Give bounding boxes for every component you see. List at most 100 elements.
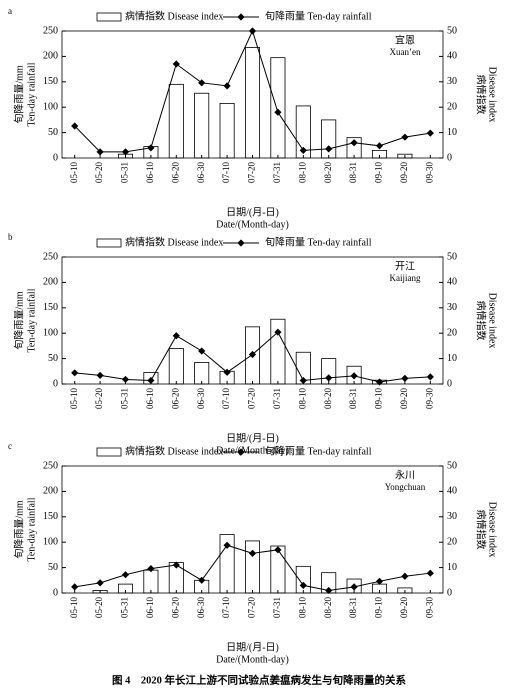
y2-tick-label: 20 (447, 536, 457, 547)
rainfall-marker (121, 571, 130, 579)
y2-tick-label: 0 (447, 587, 452, 598)
location: 宜恩 (395, 33, 415, 46)
x-axis-label-en: Date/(Month-day) (216, 445, 289, 456)
x-tick-label: 05-20 (94, 388, 104, 409)
y2-tick-label: 50 (447, 25, 457, 36)
legend-swatch (96, 238, 122, 248)
y-axis-label: 旬降雨量/mm (12, 291, 25, 350)
bar (143, 569, 159, 594)
x-tick-label: 07-10 (221, 162, 231, 183)
rainfall-marker (401, 374, 409, 383)
rainfall-marker (426, 129, 434, 137)
location-en: Xuan’en (390, 47, 421, 57)
x-tick-label: 07-20 (247, 162, 257, 183)
x-tick-label: 05-10 (69, 162, 79, 183)
legend-label: 旬降雨量 Ten-day rainfall (265, 9, 372, 22)
rainfall-marker (274, 546, 282, 554)
x-tick-label: 05-31 (120, 597, 130, 618)
rainfall-marker (350, 372, 358, 380)
y2-tick-label: 30 (447, 302, 457, 313)
rainfall-marker (375, 577, 384, 585)
rainfall-marker (325, 374, 333, 382)
y-tick-label: 100 (43, 327, 58, 338)
y-tick-label: 200 (43, 486, 58, 497)
bar (244, 47, 261, 159)
rainfall-marker (198, 79, 206, 87)
rainfall-marker (426, 569, 434, 577)
rainfall-marker (147, 376, 155, 385)
location-en: Yongchuan (385, 482, 426, 492)
y-axis-label: 旬降雨量/mm (12, 500, 25, 559)
bar (194, 362, 210, 385)
x-tick-label: 08-31 (348, 388, 358, 409)
x-axis-label: 日期/(月-日) (226, 641, 279, 653)
y-tick-label: 100 (43, 101, 58, 112)
x-tick-label: 09-30 (424, 388, 434, 409)
legend-marker (237, 13, 245, 21)
x-tick-label: 07-31 (272, 162, 282, 183)
legend-marker (237, 448, 245, 456)
x-tick-label: 06-20 (170, 597, 180, 618)
x-tick-label: 09-10 (374, 388, 384, 409)
x-tick-label: 05-20 (94, 597, 104, 618)
location: 永川 (395, 468, 415, 481)
y-tick-label: 200 (43, 51, 58, 62)
y2-tick-label: 40 (447, 51, 457, 62)
x-tick-label: 08-20 (323, 388, 333, 409)
y2-tick-label: 30 (447, 511, 457, 522)
x-tick-label: 07-31 (272, 388, 282, 409)
x-tick-label: 08-20 (323, 162, 333, 183)
bar (244, 540, 261, 594)
rainfall-marker (299, 376, 307, 385)
x-tick-label: 06-10 (145, 388, 155, 409)
y2-tick-label: 10 (447, 127, 457, 138)
rainfall-marker (401, 133, 409, 141)
y2-tick-label: 10 (447, 562, 457, 573)
panel-letter: a (8, 6, 12, 16)
rainfall-marker (71, 583, 79, 591)
rainfall-marker (96, 148, 104, 156)
rainfall-marker (71, 369, 79, 377)
rainfall-marker (121, 148, 130, 156)
y-axis-label-en: Ten-day rainfall (26, 288, 37, 352)
x-tick-label: 08-31 (348, 597, 358, 618)
y2-tick-label: 50 (447, 251, 457, 262)
y2-tick-label: 20 (447, 101, 457, 112)
rainfall-marker (172, 561, 180, 569)
rainfall-marker (299, 146, 307, 154)
rainfall-marker (223, 82, 231, 90)
y-tick-label: 50 (48, 127, 58, 138)
rainfall-marker (350, 139, 358, 147)
panel-letter: c (8, 441, 12, 451)
y-tick-label: 0 (53, 587, 58, 598)
y-tick-label: 250 (43, 251, 58, 262)
rainfall-marker (71, 122, 79, 130)
y2-tick-label: 0 (447, 152, 452, 163)
x-tick-label: 05-20 (94, 162, 104, 183)
y-tick-label: 50 (48, 562, 58, 573)
y2-tick-label: 0 (447, 378, 452, 389)
x-tick-label: 06-20 (170, 388, 180, 409)
rainfall-marker (172, 332, 180, 340)
x-tick-label: 09-10 (374, 597, 384, 618)
legend-label: 病情指数 Disease index (125, 444, 223, 457)
x-tick-label: 05-10 (69, 597, 79, 618)
y-tick-label: 150 (43, 511, 58, 522)
x-tick-label: 06-30 (196, 388, 206, 409)
legend-label: 旬降雨量 Ten-day rainfall (265, 235, 372, 248)
x-tick-label: 09-20 (399, 388, 409, 409)
x-tick-label: 06-10 (145, 597, 155, 618)
y2-tick-label: 40 (447, 486, 457, 497)
x-tick-label: 05-31 (120, 388, 130, 409)
y-tick-label: 150 (43, 302, 58, 313)
x-axis-label: 日期/(月-日) (226, 206, 279, 218)
x-tick-label: 06-10 (145, 162, 155, 183)
y2-axis-label-en: Disease index (487, 67, 498, 123)
x-tick-label: 05-31 (120, 162, 130, 183)
y2-tick-label: 10 (447, 353, 457, 364)
y2-axis-label: 病情指数 (475, 510, 488, 550)
x-tick-label: 05-10 (69, 388, 79, 409)
x-tick-label: 08-10 (297, 388, 307, 409)
figure-caption: 图 4 2020 年长江上游不同试验点姜瘟病发生与旬降雨量的关系 (112, 673, 406, 686)
x-axis-label-en: Date/(Month-day) (216, 654, 289, 665)
